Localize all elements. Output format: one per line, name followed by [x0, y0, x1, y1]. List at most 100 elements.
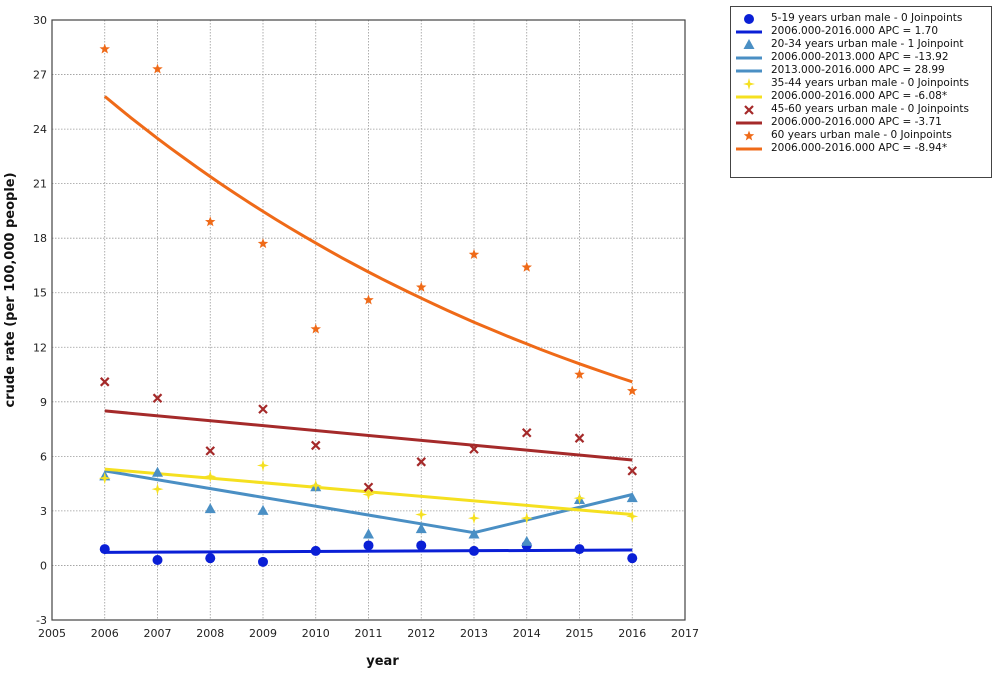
- y-tick-label: 15: [33, 287, 47, 300]
- data-point-series-3: [362, 488, 375, 501]
- data-point-series-3: [257, 459, 269, 472]
- data-point-series-4: [99, 377, 110, 387]
- legend-marker: [743, 78, 755, 90]
- data-point-series-2: [415, 523, 427, 534]
- x-tick-label: 2006: [91, 627, 119, 640]
- legend-line-symbol: [736, 95, 762, 99]
- data-point-series-2: [363, 528, 374, 539]
- legend-entry-fit: 2006.000-2016.000 APC = -8.94*: [731, 142, 993, 155]
- data-point-series-2: [521, 535, 533, 546]
- data-point-series-5: [99, 43, 110, 54]
- legend-label: 35-44 years urban male - 0 Joinpoints: [771, 77, 970, 89]
- legend-entry-series: 5-19 years urban male - 0 Joinpoints: [731, 12, 993, 25]
- data-point-series-5: [574, 369, 585, 379]
- fit-line-series-4: [104, 409, 633, 462]
- legend-label: 2006.000-2016.000 APC = -6.08*: [771, 90, 948, 102]
- data-point-series-1: [310, 545, 321, 556]
- legend-label: 20-34 years urban male - 1 Joinpoint: [771, 38, 964, 50]
- y-tick-label: 21: [33, 178, 47, 191]
- legend-line-symbol: [736, 121, 762, 125]
- data-point-series-4: [521, 427, 532, 438]
- y-tick-label: 0: [40, 559, 47, 572]
- data-point-series-4: [574, 433, 585, 443]
- legend-marker: [744, 105, 754, 115]
- data-point-series-4: [627, 466, 638, 476]
- data-point-series-1: [469, 545, 479, 556]
- legend-marker: [743, 130, 755, 141]
- legend-marker-symbol: [743, 78, 755, 90]
- x-tick-label: 2010: [302, 627, 330, 640]
- x-tick-label: 2017: [671, 627, 699, 640]
- data-point-series-5: [205, 216, 216, 227]
- data-point-series-4: [205, 446, 216, 456]
- legend-entry-fit: 2006.000-2013.000 APC = -13.92: [731, 51, 993, 64]
- legend-line-symbol: [736, 69, 762, 73]
- data-point-series-5: [152, 63, 163, 74]
- y-tick-label: 18: [33, 232, 47, 245]
- legend-entry-series: 60 years urban male - 0 Joinpoints: [731, 129, 993, 142]
- legend-marker-symbol: [744, 14, 754, 24]
- x-axis-title: year: [366, 654, 399, 669]
- data-point-series-2: [257, 504, 269, 515]
- data-point-series-5: [257, 238, 269, 249]
- data-point-series-3: [415, 508, 428, 521]
- legend-line-symbol: [736, 56, 762, 60]
- x-tick-label: 2007: [144, 627, 172, 640]
- data-point-series-3: [468, 512, 480, 525]
- data-point-series-5: [416, 281, 427, 292]
- legend-entry-fit: 2006.000-2016.000 APC = 1.70: [731, 25, 993, 38]
- legend-label: 2013.000-2016.000 APC = 28.99: [771, 64, 945, 76]
- y-tick-label: 27: [33, 69, 47, 82]
- x-tick-label: 2008: [196, 627, 224, 640]
- data-point-series-5: [521, 261, 532, 272]
- legend-marker-symbol: [743, 39, 755, 49]
- x-tick-label: 2013: [460, 627, 488, 640]
- x-tick-label: 2015: [566, 627, 594, 640]
- data-point-series-4: [363, 482, 374, 493]
- data-point-series-3: [573, 492, 586, 505]
- y-axis-title: crude rate (per 100,000 people): [3, 172, 18, 407]
- data-point-series-4: [152, 393, 163, 403]
- y-tick-label: -3: [36, 614, 47, 627]
- data-point-series-2: [468, 528, 480, 539]
- data-point-series-1: [205, 553, 216, 564]
- fit-line-series-5: [103, 95, 633, 384]
- data-point-series-5: [363, 294, 374, 305]
- fit-line-series-2: [473, 493, 633, 535]
- data-point-series-4: [469, 444, 479, 454]
- x-tick-label: 2016: [618, 627, 646, 640]
- data-point-series-1: [416, 540, 427, 551]
- legend-entry-fit: 2006.000-2016.000 APC = -3.71: [731, 116, 993, 129]
- legend-entry-fit: 2006.000-2016.000 APC = -6.08*: [731, 90, 993, 103]
- fit-line-series-2: [104, 469, 475, 535]
- data-point-series-1: [152, 555, 163, 565]
- legend-marker: [743, 39, 755, 49]
- plot-area-frame: [51, 19, 686, 621]
- data-point-series-3: [98, 472, 111, 485]
- x-tick-label: 2011: [355, 627, 383, 640]
- y-tick-label: 3: [40, 505, 47, 518]
- legend-label: 2006.000-2016.000 APC = -3.71: [771, 116, 942, 128]
- legend: 5-19 years urban male - 0 Joinpoints 2006…: [730, 6, 992, 178]
- legend-label: 45-60 years urban male - 0 Joinpoints: [771, 103, 970, 115]
- data-point-series-1: [258, 556, 268, 567]
- data-point-series-1: [627, 553, 638, 564]
- legend-label: 2006.000-2013.000 APC = -13.92: [771, 51, 949, 63]
- fit-line-series-1: [104, 548, 633, 554]
- y-tick-label: 12: [33, 341, 47, 354]
- data-point-series-3: [204, 470, 217, 483]
- legend-entry-series: 35-44 years urban male - 0 Joinpoints: [731, 77, 993, 90]
- data-point-series-1: [99, 544, 110, 555]
- legend-marker-symbol: [744, 105, 754, 115]
- data-point-series-5: [468, 249, 480, 259]
- data-point-series-4: [258, 404, 268, 414]
- data-point-series-5: [627, 385, 638, 396]
- data-point-series-3: [520, 512, 533, 525]
- legend-label: 2006.000-2016.000 APC = -8.94*: [771, 142, 948, 154]
- y-tick-label: 24: [33, 123, 47, 136]
- legend-marker-symbol: [743, 130, 755, 141]
- data-point-series-2: [204, 503, 216, 514]
- data-point-series-2: [152, 466, 163, 477]
- legend-entry-fit: 2013.000-2016.000 APC = 28.99: [731, 64, 993, 77]
